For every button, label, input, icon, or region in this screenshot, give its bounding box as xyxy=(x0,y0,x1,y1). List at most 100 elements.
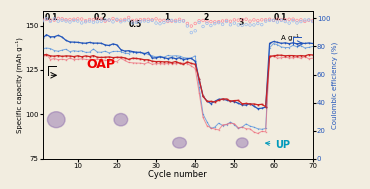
Point xyxy=(192,22,198,25)
Point xyxy=(75,17,81,20)
Point xyxy=(220,23,226,26)
Point xyxy=(40,18,46,21)
Point xyxy=(176,18,182,21)
Point xyxy=(181,19,186,22)
Ellipse shape xyxy=(173,137,186,148)
Point xyxy=(223,19,229,22)
Point xyxy=(176,20,182,23)
Point xyxy=(102,18,108,21)
Point xyxy=(106,19,112,22)
Point xyxy=(141,18,147,21)
Point xyxy=(47,19,53,22)
Point xyxy=(263,18,269,21)
Point xyxy=(290,18,296,21)
Point xyxy=(282,20,288,23)
Point xyxy=(251,23,257,26)
Point xyxy=(145,18,151,21)
Point xyxy=(220,19,226,22)
Point xyxy=(188,31,194,34)
Point xyxy=(118,19,124,22)
Point xyxy=(79,18,85,21)
Point xyxy=(298,18,304,21)
Point xyxy=(259,23,265,26)
Point xyxy=(87,18,92,21)
Point xyxy=(165,19,171,22)
Text: 0.2: 0.2 xyxy=(94,13,107,22)
Ellipse shape xyxy=(47,112,65,128)
Point xyxy=(122,18,128,21)
Point xyxy=(235,23,241,26)
Point xyxy=(184,22,190,25)
Point xyxy=(173,20,179,23)
Point xyxy=(79,21,85,24)
Point xyxy=(290,19,296,22)
Point xyxy=(228,20,233,23)
Point xyxy=(98,18,104,21)
Point xyxy=(247,23,253,26)
Point xyxy=(235,19,241,22)
Point xyxy=(255,22,261,25)
Point xyxy=(51,19,57,22)
Point xyxy=(298,20,304,23)
Point xyxy=(137,20,143,23)
Y-axis label: Coulombic efficiency (%): Coulombic efficiency (%) xyxy=(332,41,338,129)
Point xyxy=(212,22,218,25)
Point xyxy=(255,19,261,22)
Text: 3: 3 xyxy=(238,18,243,27)
Point xyxy=(149,18,155,21)
Point xyxy=(71,19,77,22)
Point xyxy=(122,19,128,22)
Point xyxy=(145,20,151,23)
Point xyxy=(216,21,222,24)
Point xyxy=(91,18,97,21)
Point xyxy=(59,19,65,22)
Point xyxy=(130,19,135,22)
Point xyxy=(114,19,120,22)
Point xyxy=(310,20,316,23)
Point xyxy=(44,17,50,20)
Point xyxy=(192,29,198,32)
Point xyxy=(243,18,249,21)
Point xyxy=(137,18,143,21)
Point xyxy=(63,18,69,21)
Point xyxy=(169,19,175,22)
Point xyxy=(270,19,276,22)
Point xyxy=(196,21,202,24)
Point xyxy=(157,22,163,25)
Ellipse shape xyxy=(114,113,128,126)
Point xyxy=(223,20,229,23)
Point xyxy=(134,19,139,22)
Point xyxy=(106,19,112,22)
Point xyxy=(126,16,132,19)
Text: UP: UP xyxy=(266,139,290,149)
Point xyxy=(40,19,46,22)
Point xyxy=(47,20,53,23)
Point xyxy=(181,19,186,22)
Point xyxy=(110,17,116,20)
Point xyxy=(110,20,116,23)
Point xyxy=(126,19,132,22)
Point xyxy=(286,18,292,21)
Point xyxy=(87,20,92,23)
Y-axis label: Specific capacity (mAh g⁻¹): Specific capacity (mAh g⁻¹) xyxy=(16,37,23,133)
Point xyxy=(294,19,300,22)
Point xyxy=(231,22,237,25)
Point xyxy=(184,24,190,27)
Point xyxy=(83,19,88,22)
Point xyxy=(302,20,308,23)
Point xyxy=(208,24,214,27)
Point xyxy=(251,18,257,21)
Point xyxy=(267,19,273,22)
Point xyxy=(263,20,269,23)
Point xyxy=(282,18,288,21)
Ellipse shape xyxy=(236,138,248,148)
Point xyxy=(161,21,167,24)
Point xyxy=(247,20,253,23)
Point xyxy=(275,18,280,21)
Point xyxy=(294,21,300,24)
Point xyxy=(141,19,147,22)
Point xyxy=(196,19,202,22)
Point xyxy=(306,19,312,22)
Point xyxy=(165,20,171,23)
Point xyxy=(231,18,237,21)
